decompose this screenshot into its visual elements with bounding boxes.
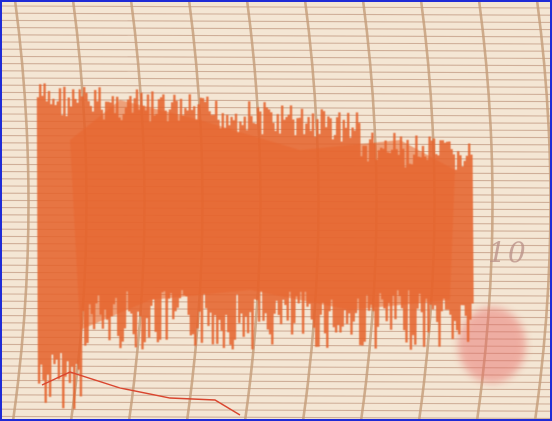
- seismogram-photo: 10: [0, 0, 552, 421]
- paper-marking: 10: [488, 236, 528, 269]
